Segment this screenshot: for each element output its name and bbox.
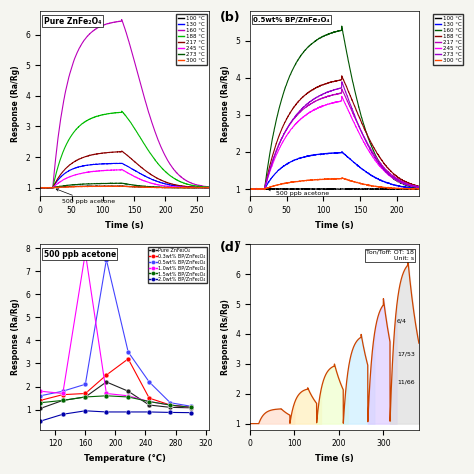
- Text: 0.5wt% BP/ZnFe₂O₄: 0.5wt% BP/ZnFe₂O₄: [253, 17, 330, 23]
- Text: 6/4: 6/4: [397, 318, 407, 323]
- Text: Pure ZnFe₂O₄: Pure ZnFe₂O₄: [44, 17, 101, 26]
- Y-axis label: Response (Ra/Rg): Response (Ra/Rg): [221, 65, 230, 142]
- Text: Ton/Toff: OT: 18
Unit: s: Ton/Toff: OT: 18 Unit: s: [366, 250, 414, 261]
- X-axis label: Time (s): Time (s): [105, 221, 144, 230]
- Legend: 100 °C, 130 °C, 160 °C, 188 °C, 217 °C, 245 °C, 273 °C, 300 °C: 100 °C, 130 °C, 160 °C, 188 °C, 217 °C, …: [433, 14, 464, 65]
- Text: (b): (b): [219, 11, 240, 24]
- Text: 17/53: 17/53: [397, 352, 415, 356]
- Y-axis label: Response (Rs/Rg): Response (Rs/Rg): [221, 299, 230, 375]
- Legend: 100 °C, 130 °C, 160 °C, 188 °C, 217 °C, 245 °C, 273 °C, 300 °C: 100 °C, 130 °C, 160 °C, 188 °C, 217 °C, …: [176, 14, 207, 65]
- Text: 500 ppb acetone: 500 ppb acetone: [56, 189, 115, 204]
- Legend: Pure ZnFe₂O₄, 0.3wt% BP/ZnFe₂O₄, 0.5wt% BP/ZnFe₂O₄, 1.0wt% BP/ZnFe₂O₄, 1.5wt% BP: Pure ZnFe₂O₄, 0.3wt% BP/ZnFe₂O₄, 0.5wt% …: [148, 247, 207, 283]
- Text: 500 ppb acetone: 500 ppb acetone: [268, 188, 328, 196]
- Text: (d): (d): [219, 241, 240, 254]
- X-axis label: Temperature (°C): Temperature (°C): [84, 454, 166, 463]
- Y-axis label: Response (Ra/Rg): Response (Ra/Rg): [11, 299, 20, 375]
- Text: 500 ppb acetone: 500 ppb acetone: [44, 250, 116, 259]
- X-axis label: Time (s): Time (s): [315, 454, 354, 463]
- Text: 11/66: 11/66: [397, 379, 415, 384]
- X-axis label: Time (s): Time (s): [315, 221, 354, 230]
- Y-axis label: Response (Ra/Rg): Response (Ra/Rg): [11, 65, 20, 142]
